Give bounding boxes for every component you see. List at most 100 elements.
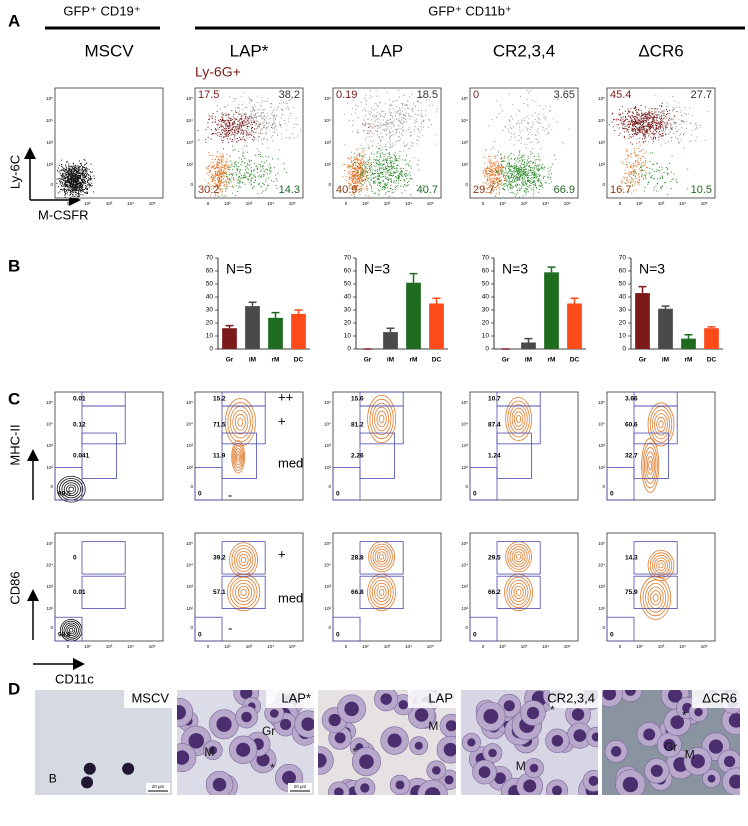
dot [63,179,65,181]
dot [387,163,388,165]
dot [244,113,246,115]
dot [510,183,512,185]
dot [244,145,245,147]
dot [75,169,77,171]
dot [88,184,90,186]
dot [390,172,392,174]
dot [236,111,238,113]
dot [393,153,395,155]
dot [75,186,77,188]
dot [395,156,397,158]
dot [208,185,210,187]
dot [378,160,379,162]
dot [422,134,424,136]
dot [91,185,93,187]
dot [527,181,529,182]
dot [222,117,224,119]
dot [376,151,378,153]
x-tick-label: 10⁴ [679,201,686,206]
dot [72,174,74,176]
dot [254,137,256,138]
dot [636,128,638,130]
dot [74,165,76,167]
dot [71,171,73,173]
dot [628,127,630,129]
dot [263,138,265,140]
x-tick-label: 10² [84,201,91,206]
dot [242,151,244,153]
dot [639,132,641,134]
dot [351,179,353,181]
dot [238,110,240,112]
dot [537,142,539,144]
dot [398,135,400,137]
dot [640,129,642,131]
dot [85,186,87,188]
dot [642,133,644,135]
dot [364,162,365,164]
dot [526,147,528,149]
dot [224,128,226,130]
dot [395,141,397,142]
dot [494,169,496,171]
dot [217,170,219,172]
dot [214,164,215,166]
dot [363,165,365,167]
dot [358,185,360,187]
dot [532,123,534,125]
dot [628,134,630,136]
dot [489,161,491,163]
dot [82,184,84,186]
dot [70,179,72,181]
dot [380,141,381,142]
dot [624,120,626,122]
dot [225,135,227,137]
dot [369,168,371,170]
dot [375,159,377,161]
dot [70,183,72,185]
dot [621,106,623,108]
dot [245,112,247,114]
dot [635,132,637,134]
dot [398,131,400,133]
dot [519,176,521,178]
dot [492,164,494,166]
dot [490,178,492,180]
dot [527,138,529,140]
dot [499,183,501,185]
dot [508,162,510,164]
dot [254,114,256,116]
dot [530,172,532,174]
dot [522,178,524,179]
dot [216,155,217,157]
dot [510,115,512,117]
dot [386,166,388,168]
dot [499,104,501,106]
dot [360,186,362,187]
dot [263,175,265,177]
dot [402,171,404,173]
dot [356,165,358,167]
plot-frame [606,87,716,199]
dot [418,130,420,132]
dot [362,155,363,157]
dot [78,190,80,192]
dot [498,165,500,167]
dot [364,154,366,156]
dot [536,115,538,117]
dot [530,160,532,162]
dot [482,182,484,184]
dot [355,155,357,157]
dot [509,120,511,122]
dot [536,120,538,122]
dot [347,103,348,105]
dot [229,133,230,134]
column-title: ΔCR6 [638,41,683,60]
dot [379,113,381,115]
dot [66,181,68,183]
quadrant-value: 3.65 [554,89,575,101]
dot [223,167,225,169]
dot [506,180,508,182]
dot [72,185,74,187]
dot [236,118,238,120]
